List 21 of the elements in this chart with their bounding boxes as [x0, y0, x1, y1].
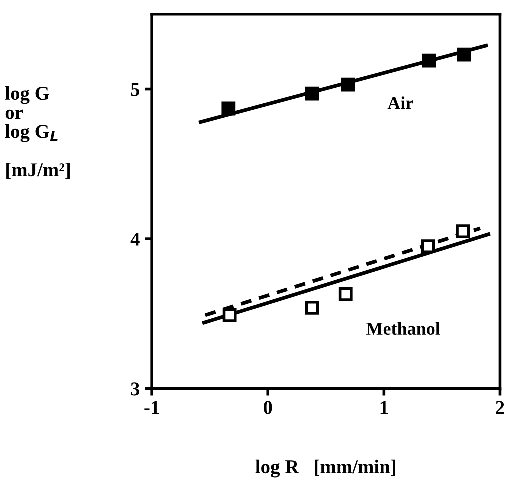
- point: [338, 288, 353, 302]
- point: [421, 240, 436, 254]
- point: [341, 78, 356, 92]
- point: [457, 48, 472, 62]
- point: [422, 54, 436, 68]
- point: [305, 86, 320, 101]
- text: Methanol: [366, 322, 440, 336]
- point: [456, 224, 470, 238]
- text: log G or log G$_{L}$ [mJ/m²]: [6, 86, 70, 180]
- x-tick-label: 0: [264, 401, 272, 414]
- series-label: Air: [388, 96, 414, 110]
- x-tick-label: 2: [496, 401, 504, 414]
- point: [222, 102, 236, 116]
- point: [305, 300, 320, 315]
- x-tick-label: -1: [144, 401, 160, 414]
- y-tick-label: 4: [130, 232, 140, 246]
- x-axis-title: log R [mm/min]: [256, 460, 396, 478]
- y-tick-label: 3: [131, 382, 140, 396]
- y-tick-label: 5: [131, 83, 140, 96]
- point: [222, 308, 237, 322]
- x-tick-label: 1: [380, 401, 388, 414]
